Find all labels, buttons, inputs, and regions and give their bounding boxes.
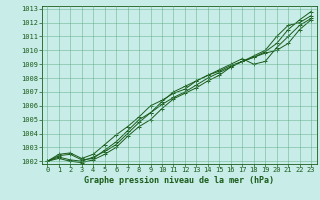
X-axis label: Graphe pression niveau de la mer (hPa): Graphe pression niveau de la mer (hPa) [84,176,274,185]
